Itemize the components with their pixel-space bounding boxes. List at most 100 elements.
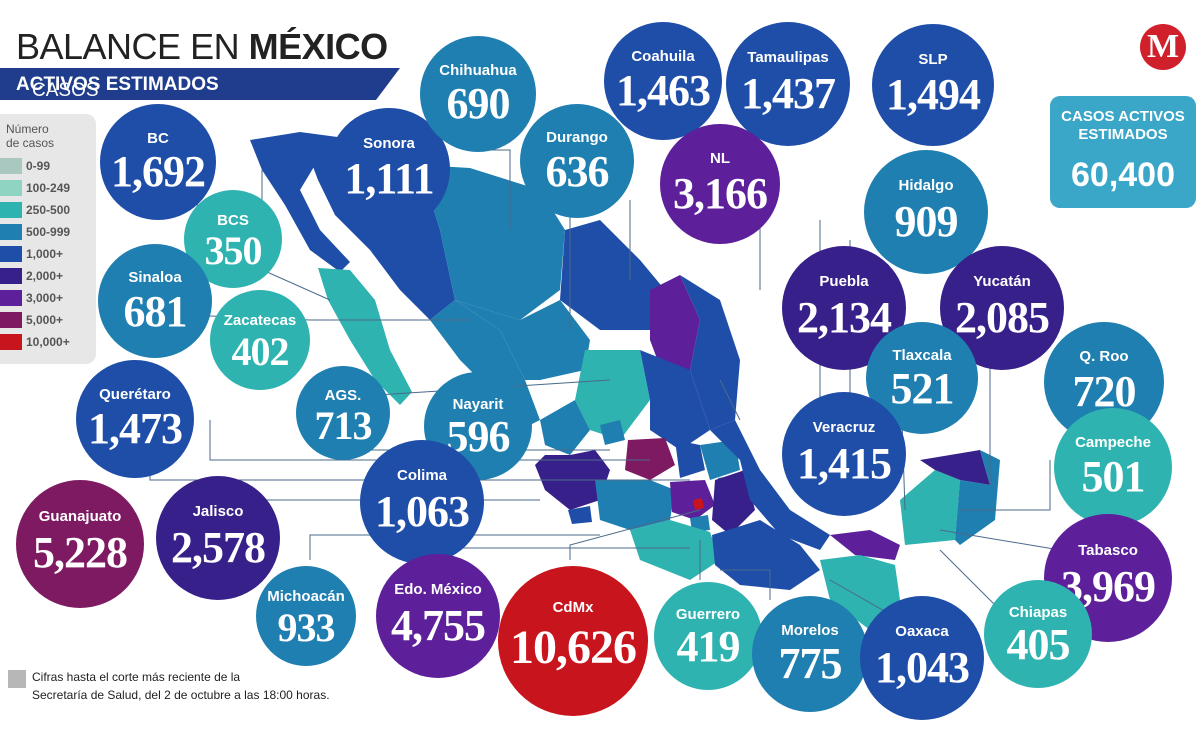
state-value: 419 <box>676 622 741 672</box>
state-name: Campeche <box>1075 433 1151 451</box>
state-value: 501 <box>1081 452 1146 502</box>
state-value: 775 <box>778 639 843 689</box>
state-value: 3,166 <box>673 169 768 218</box>
map-region-tamaulipas <box>680 275 740 430</box>
state-bubble-edo-méxico: Edo. México 4,755 <box>376 554 500 678</box>
state-bubble-coahuila: Coahuila 1,463 <box>604 22 722 140</box>
state-value: 909 <box>894 196 959 246</box>
legend-swatch <box>0 312 22 328</box>
map-region-guanajuato <box>625 438 675 480</box>
state-value: 681 <box>123 286 188 336</box>
state-name: Sinaloa <box>128 269 182 287</box>
legend-label: 2,000+ <box>26 269 64 283</box>
legend-swatch <box>0 246 22 262</box>
state-value: 402 <box>231 329 290 374</box>
state-name: Tlaxcala <box>892 346 952 364</box>
state-value: 1,063 <box>375 486 470 536</box>
map-base <box>250 132 1000 630</box>
legend-title: Número de casos <box>6 122 55 150</box>
state-name: NL <box>710 150 730 168</box>
map-region-oaxaca <box>712 520 820 590</box>
state-bubble-veracruz: Veracruz 1,415 <box>782 392 906 516</box>
map-region-michoacan <box>595 480 675 530</box>
state-name: Hidalgo <box>898 177 954 195</box>
state-bubble-oaxaca: Oaxaca 1,043 <box>860 596 984 720</box>
state-value: 1,043 <box>875 642 970 692</box>
map-region-ags <box>600 420 625 445</box>
state-bubble-morelos: Morelos 775 <box>752 596 868 712</box>
map-region-yucatan <box>920 450 990 485</box>
state-bubble-tabasco: Tabasco 3,969 <box>1044 514 1172 642</box>
map-region-puebla <box>712 470 755 535</box>
state-name: SLP <box>918 50 948 68</box>
legend-swatch <box>0 180 22 196</box>
state-value: 1,415 <box>797 438 892 488</box>
page-title: BALANCE EN MÉXICO <box>16 26 388 67</box>
map-region-queretaro <box>675 440 705 478</box>
map-region-guerrero <box>630 520 720 580</box>
map-region-qroo <box>955 450 1000 545</box>
state-value: 1,437 <box>741 68 836 118</box>
legend-label: 500-999 <box>26 225 71 239</box>
map-region-edomex <box>670 480 715 520</box>
state-bubble-sinaloa: Sinaloa 681 <box>98 244 212 358</box>
state-name: Zacatecas <box>223 312 297 329</box>
map-region-durango <box>455 300 590 380</box>
state-bubble-guanajuato: Guanajuato 5,228 <box>16 480 144 608</box>
state-value: 933 <box>277 605 336 650</box>
milenio-logo: M <box>1140 24 1186 70</box>
map-region-campeche <box>900 470 960 545</box>
state-value: 1,111 <box>344 153 434 203</box>
state-name: CdMx <box>552 599 594 616</box>
legend-label: 10,000+ <box>26 335 70 349</box>
state-name: Michoacán <box>267 588 345 605</box>
state-name: Nayarit <box>452 395 504 413</box>
state-value: 5,228 <box>33 528 128 578</box>
state-name: Jalisco <box>192 503 244 521</box>
legend-label: 5,000+ <box>26 313 64 327</box>
map-legend: Número de casos 0-99 100-249 250-500 500-999… <box>0 114 96 364</box>
map-region-cdmx <box>693 498 704 510</box>
state-value: 1,494 <box>886 69 981 119</box>
map-region-veracruz <box>710 420 830 550</box>
state-value: 1,463 <box>616 66 711 116</box>
state-bubble-guerrero: Guerrero 419 <box>654 582 762 690</box>
state-name: AGS. <box>324 386 362 404</box>
state-bubble-sonora: Sonora 1,111 <box>328 108 450 230</box>
state-bubble-michoacán: Michoacán 933 <box>256 566 356 666</box>
state-bubble-querétaro: Querétaro 1,473 <box>76 360 194 478</box>
state-name: Yucatán <box>973 273 1031 291</box>
state-name: Querétaro <box>99 385 171 403</box>
state-value: 713 <box>314 402 373 448</box>
state-name: Tamaulipas <box>747 49 829 67</box>
map-region-zacatecas <box>575 350 650 440</box>
state-bubble-nayarit: Nayarit 596 <box>424 372 532 480</box>
legend-swatch <box>0 290 22 306</box>
map-region-bc <box>250 132 350 272</box>
legend-swatch <box>0 158 22 174</box>
state-value: 1,473 <box>88 404 183 454</box>
state-name: Edo. México <box>394 581 482 599</box>
state-bubble-cdmx: CdMx 10,626 <box>498 566 648 716</box>
legend-swatch <box>0 268 22 284</box>
state-name: BCS <box>217 211 249 229</box>
state-name: Morelos <box>781 621 839 639</box>
state-value: 10,626 <box>510 621 637 674</box>
map-region-coahuila <box>560 220 665 330</box>
state-bubble-slp: SLP 1,494 <box>872 24 994 146</box>
state-name: Colima <box>396 467 447 485</box>
state-value: 636 <box>545 146 610 196</box>
map-region-tabasco <box>830 530 900 560</box>
total-value: 60,400 <box>1071 156 1175 194</box>
state-name: Chihuahua <box>439 61 517 79</box>
state-name: Tabasco <box>1078 542 1138 560</box>
map-region-chihuahua <box>420 165 565 320</box>
state-bubble-jalisco: Jalisco 2,578 <box>156 476 280 600</box>
legend-label: 100-249 <box>26 181 71 195</box>
state-value: 690 <box>446 79 511 129</box>
legend-swatch <box>0 202 22 218</box>
subtitle-banner: CASOS ACTIVOS ESTIMADOS <box>0 68 400 100</box>
state-bubble-bc: BC 1,692 <box>100 104 216 220</box>
state-bubble-nl: NL 3,166 <box>660 124 780 244</box>
